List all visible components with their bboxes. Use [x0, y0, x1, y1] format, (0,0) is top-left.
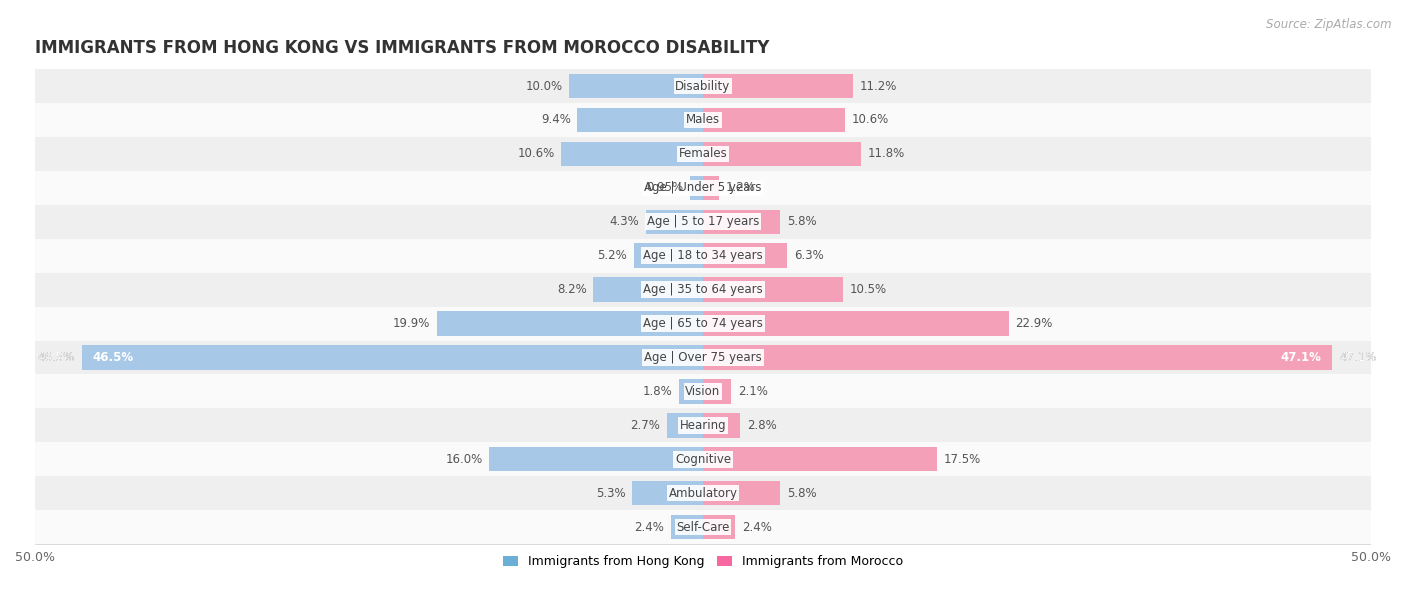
Text: 8.2%: 8.2%	[557, 283, 586, 296]
Text: 2.8%: 2.8%	[747, 419, 778, 432]
Bar	[703, 277, 844, 302]
Text: Age | 5 to 17 years: Age | 5 to 17 years	[647, 215, 759, 228]
Text: Self-Care: Self-Care	[676, 521, 730, 534]
Text: 16.0%: 16.0%	[446, 453, 482, 466]
Bar	[35, 408, 1371, 442]
Text: 10.6%: 10.6%	[517, 147, 555, 160]
Bar	[633, 481, 703, 506]
Text: 46.5%: 46.5%	[38, 351, 75, 364]
Bar	[645, 209, 703, 234]
Bar	[634, 244, 703, 268]
Bar	[35, 171, 1371, 205]
Text: Age | Under 5 years: Age | Under 5 years	[644, 181, 762, 195]
Text: Vision: Vision	[685, 385, 721, 398]
Bar	[703, 413, 741, 438]
Text: 22.9%: 22.9%	[1015, 317, 1053, 330]
Text: Age | Over 75 years: Age | Over 75 years	[644, 351, 762, 364]
Bar	[35, 205, 1371, 239]
Bar	[703, 74, 852, 99]
Text: 5.2%: 5.2%	[598, 249, 627, 262]
Bar	[593, 277, 703, 302]
Bar	[703, 108, 845, 132]
Text: Disability: Disability	[675, 80, 731, 92]
Text: 10.5%: 10.5%	[851, 283, 887, 296]
Text: 6.3%: 6.3%	[794, 249, 824, 262]
Text: Females: Females	[679, 147, 727, 160]
Text: 2.4%: 2.4%	[742, 521, 772, 534]
Bar	[35, 137, 1371, 171]
Text: 0.95%: 0.95%	[647, 181, 683, 195]
Bar	[578, 108, 703, 132]
Text: IMMIGRANTS FROM HONG KONG VS IMMIGRANTS FROM MOROCCO DISABILITY: IMMIGRANTS FROM HONG KONG VS IMMIGRANTS …	[35, 40, 769, 58]
Bar	[569, 74, 703, 99]
Bar	[703, 379, 731, 404]
Text: 2.4%: 2.4%	[634, 521, 664, 534]
Bar	[679, 379, 703, 404]
Bar	[703, 141, 860, 166]
Text: 47.1%: 47.1%	[1339, 351, 1376, 364]
Text: 17.5%: 17.5%	[943, 453, 981, 466]
Text: 9.4%: 9.4%	[541, 113, 571, 127]
Bar	[35, 272, 1371, 307]
Text: Source: ZipAtlas.com: Source: ZipAtlas.com	[1267, 18, 1392, 31]
Bar	[35, 340, 1371, 375]
Text: 10.6%: 10.6%	[851, 113, 889, 127]
Bar	[703, 515, 735, 539]
Bar	[35, 239, 1371, 272]
Bar	[703, 312, 1010, 336]
Bar	[690, 176, 703, 200]
Bar	[437, 312, 703, 336]
Bar	[82, 345, 703, 370]
Text: Age | 65 to 74 years: Age | 65 to 74 years	[643, 317, 763, 330]
Legend: Immigrants from Hong Kong, Immigrants from Morocco: Immigrants from Hong Kong, Immigrants fr…	[498, 550, 908, 573]
Bar	[35, 69, 1371, 103]
Text: 10.0%: 10.0%	[526, 80, 562, 92]
Bar	[35, 375, 1371, 408]
Bar	[35, 442, 1371, 476]
Text: 2.1%: 2.1%	[738, 385, 768, 398]
Bar	[561, 141, 703, 166]
Text: 47.1%: 47.1%	[1339, 351, 1376, 364]
Text: 5.3%: 5.3%	[596, 487, 626, 499]
Text: Cognitive: Cognitive	[675, 453, 731, 466]
Text: Hearing: Hearing	[679, 419, 727, 432]
Text: 4.3%: 4.3%	[609, 215, 638, 228]
Bar	[666, 413, 703, 438]
Bar	[35, 307, 1371, 340]
Bar	[703, 176, 718, 200]
Text: 46.5%: 46.5%	[93, 351, 134, 364]
Bar	[703, 481, 780, 506]
Text: 1.8%: 1.8%	[643, 385, 672, 398]
Bar	[703, 244, 787, 268]
Bar	[35, 476, 1371, 510]
Text: 5.8%: 5.8%	[787, 215, 817, 228]
Bar	[35, 510, 1371, 544]
Bar	[703, 345, 1333, 370]
Text: 46.5%: 46.5%	[38, 351, 75, 364]
Text: Ambulatory: Ambulatory	[668, 487, 738, 499]
Bar	[35, 103, 1371, 137]
Text: 11.8%: 11.8%	[868, 147, 904, 160]
Bar	[489, 447, 703, 471]
Text: 19.9%: 19.9%	[394, 317, 430, 330]
Text: 47.1%: 47.1%	[1281, 351, 1322, 364]
Text: Males: Males	[686, 113, 720, 127]
Bar	[703, 209, 780, 234]
Text: 11.2%: 11.2%	[859, 80, 897, 92]
Bar	[671, 515, 703, 539]
Text: 5.8%: 5.8%	[787, 487, 817, 499]
Bar	[703, 447, 936, 471]
Text: Age | 35 to 64 years: Age | 35 to 64 years	[643, 283, 763, 296]
Text: 2.7%: 2.7%	[630, 419, 661, 432]
Text: 1.2%: 1.2%	[725, 181, 755, 195]
Text: Age | 18 to 34 years: Age | 18 to 34 years	[643, 249, 763, 262]
